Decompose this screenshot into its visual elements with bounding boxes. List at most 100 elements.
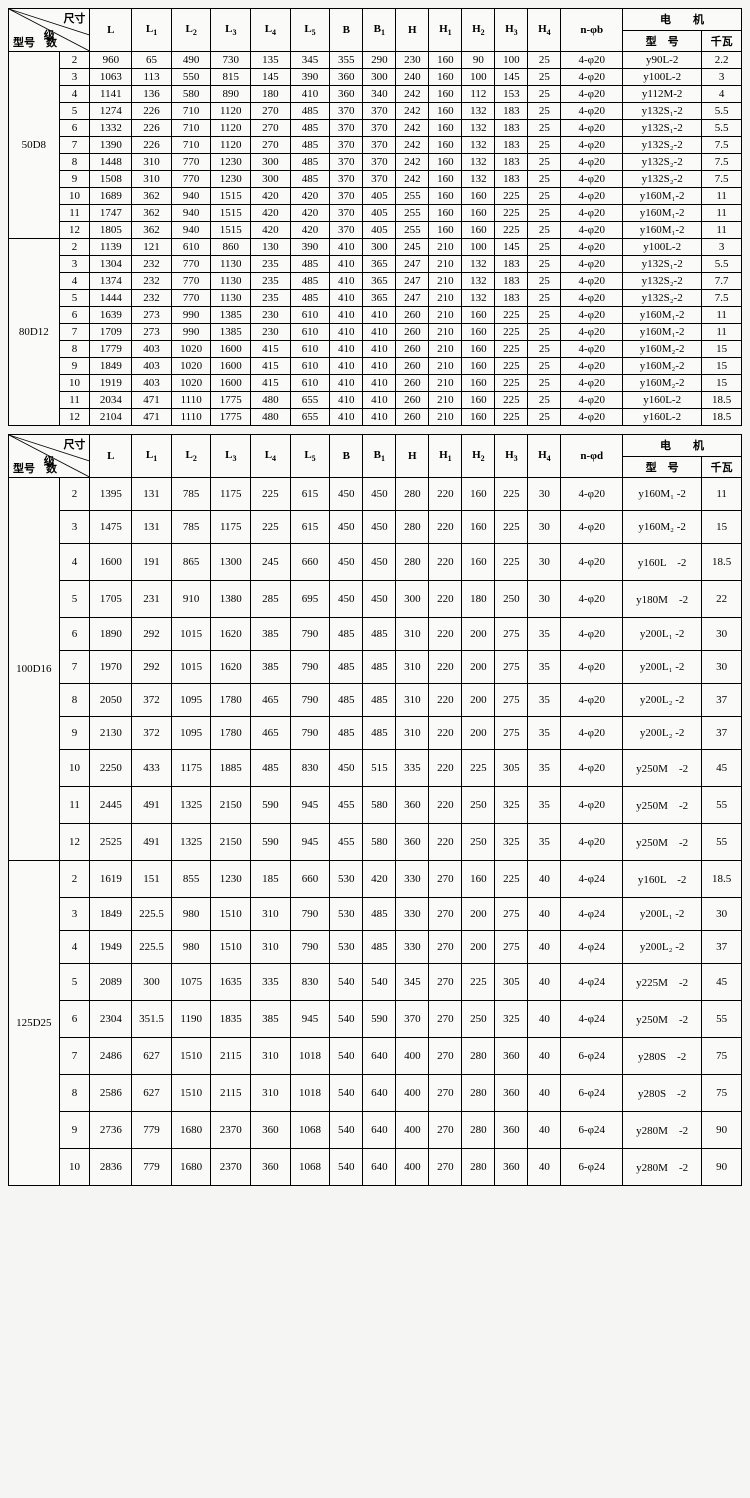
cell-H2: 132 <box>462 273 495 290</box>
cell-L5: 485 <box>290 103 330 120</box>
cell-L1: 231 <box>132 581 172 618</box>
cell-n: 4-φ20 <box>561 341 623 358</box>
cell-H2: 160 <box>462 409 495 426</box>
cell-kw: 3 <box>702 69 742 86</box>
cell-kw: 7.5 <box>702 171 742 188</box>
cell-H2: 160 <box>462 511 495 544</box>
cell-B: 370 <box>330 205 363 222</box>
cell-H1: 210 <box>429 392 462 409</box>
cell-H3: 275 <box>495 931 528 964</box>
cell-L4: 285 <box>251 581 291 618</box>
cell-L5: 485 <box>290 256 330 273</box>
cell-L5: 945 <box>290 787 330 824</box>
cell-B1: 340 <box>363 86 396 103</box>
cell-n: 6-φ24 <box>561 1149 623 1186</box>
cell-n: 4-φ24 <box>561 861 623 898</box>
col-nfd: n-φd <box>561 435 623 478</box>
cell-L4: 485 <box>251 750 291 787</box>
cell-H1: 220 <box>429 750 462 787</box>
table-row: 3106311355081514539036030024016010014525… <box>9 69 742 86</box>
model-cell: 125D25 <box>9 861 60 1186</box>
cell-H2: 280 <box>462 1038 495 1075</box>
col-motor-group: 电 机 <box>623 9 742 31</box>
cell-n: 6-φ24 <box>561 1038 623 1075</box>
cell-H4: 25 <box>528 154 561 171</box>
cell-n: 4-φ20 <box>561 86 623 103</box>
cell-H1: 160 <box>429 137 462 154</box>
cell-n: 4-φ20 <box>561 824 623 861</box>
cell-B: 450 <box>330 478 363 511</box>
cell-L3: 815 <box>211 69 251 86</box>
cell-kw: 18.5 <box>702 409 742 426</box>
cell-L4: 360 <box>251 1149 291 1186</box>
table-row: 3147513178511752256154504502802201602253… <box>9 511 742 544</box>
cell-L2: 770 <box>171 273 211 290</box>
cell-L: 1619 <box>90 861 132 898</box>
cell-L4: 420 <box>251 222 291 239</box>
cell-H4: 25 <box>528 375 561 392</box>
cell-L1: 225.5 <box>132 898 172 931</box>
cell-L5: 655 <box>290 392 330 409</box>
cell-n: 4-φ20 <box>561 618 623 651</box>
cell-L5: 790 <box>290 684 330 717</box>
cell-B: 370 <box>330 120 363 137</box>
cell-L3: 1230 <box>211 154 251 171</box>
model-cell: 50D8 <box>9 52 60 239</box>
cell-H: 370 <box>396 1001 429 1038</box>
cell-mot: y132S₂-2 <box>623 137 702 154</box>
cell-H3: 183 <box>495 273 528 290</box>
cell-ji: 10 <box>59 375 90 392</box>
cell-L4: 145 <box>251 69 291 86</box>
cell-L4: 420 <box>251 188 291 205</box>
cell-H: 260 <box>396 409 429 426</box>
cell-H1: 220 <box>429 581 462 618</box>
cell-ji: 10 <box>59 1149 90 1186</box>
cell-H: 280 <box>396 478 429 511</box>
cell-H4: 25 <box>528 52 561 69</box>
cell-H3: 225 <box>495 188 528 205</box>
cell-L: 1949 <box>90 931 132 964</box>
cell-H3: 325 <box>495 1001 528 1038</box>
cell-H2: 132 <box>462 103 495 120</box>
cell-H: 360 <box>396 824 429 861</box>
cell-ji: 2 <box>59 239 90 256</box>
table-row: 100D162139513178511752256154504502802201… <box>9 478 742 511</box>
cell-B1: 450 <box>363 581 396 618</box>
cell-kw: 2.2 <box>702 52 742 69</box>
cell-H: 400 <box>396 1149 429 1186</box>
cell-L5: 610 <box>290 375 330 392</box>
cell-ji: 12 <box>59 409 90 426</box>
cell-ji: 5 <box>59 290 90 307</box>
cell-kw: 7.5 <box>702 154 742 171</box>
cell-H: 260 <box>396 324 429 341</box>
cell-L4: 415 <box>251 341 291 358</box>
cell-kw: 75 <box>702 1075 742 1112</box>
cell-L2: 710 <box>171 120 211 137</box>
cell-H4: 40 <box>528 1112 561 1149</box>
cell-L4: 300 <box>251 154 291 171</box>
cell-H: 245 <box>396 239 429 256</box>
cell-mot: y160M₁-2 <box>623 222 702 239</box>
cell-H2: 160 <box>462 392 495 409</box>
cell-H2: 250 <box>462 1001 495 1038</box>
cell-n: 4-φ20 <box>561 103 623 120</box>
cell-L4: 310 <box>251 898 291 931</box>
cell-L: 1444 <box>90 290 132 307</box>
cell-kw: 11 <box>702 324 742 341</box>
cell-L3: 1620 <box>211 618 251 651</box>
cell-H2: 180 <box>462 581 495 618</box>
cell-L5: 790 <box>290 651 330 684</box>
cell-L: 1508 <box>90 171 132 188</box>
table-row: 6133222671011202704853703702421601321832… <box>9 120 742 137</box>
cell-H3: 183 <box>495 256 528 273</box>
cell-H3: 225 <box>495 375 528 392</box>
cell-H4: 25 <box>528 290 561 307</box>
cell-L3: 1130 <box>211 273 251 290</box>
cell-L3: 1775 <box>211 409 251 426</box>
cell-H: 242 <box>396 137 429 154</box>
table-row: 62304351.5119018353859455405903702702503… <box>9 1001 742 1038</box>
cell-L1: 491 <box>132 787 172 824</box>
cell-H: 255 <box>396 188 429 205</box>
cell-B1: 590 <box>363 1001 396 1038</box>
cell-L4: 420 <box>251 205 291 222</box>
